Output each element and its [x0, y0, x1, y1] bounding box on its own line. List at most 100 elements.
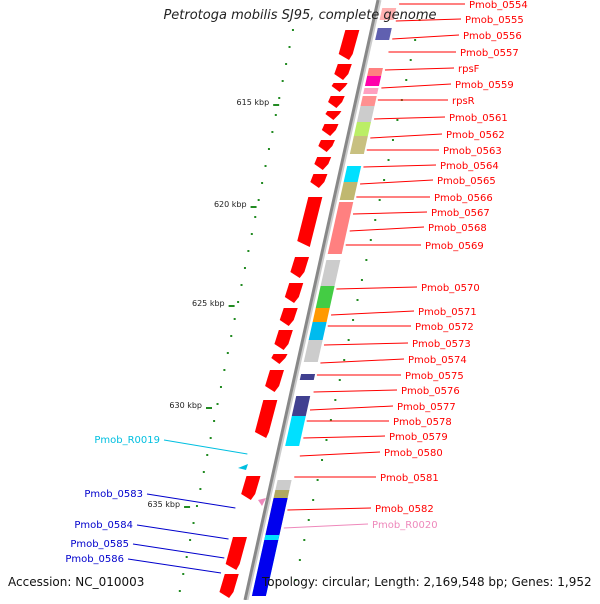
feature-box — [363, 88, 379, 94]
gene-label: Pmob_0559 — [455, 80, 514, 91]
cds-arrow — [241, 476, 261, 500]
feature-box — [299, 374, 316, 380]
feature-box — [356, 106, 375, 122]
gene-label: Pmob_0565 — [437, 176, 496, 187]
gene-label: Pmob_0566 — [434, 193, 493, 204]
gene-label: Pmob_0574 — [408, 355, 467, 366]
cds-arrow — [274, 330, 293, 350]
feature-box — [251, 540, 279, 596]
feature-box — [303, 340, 323, 362]
cds-arrow — [314, 157, 332, 170]
kbp-label: 625 kbp — [192, 299, 225, 308]
cds-arrow — [265, 370, 284, 392]
gene-label: Pmob_0555 — [465, 15, 524, 26]
leader-line — [374, 116, 446, 120]
leader-line — [163, 439, 248, 455]
feature-box — [315, 286, 335, 308]
cds-arrow — [328, 96, 345, 108]
feature-box — [308, 322, 327, 340]
leader-line — [352, 211, 428, 215]
gene-label: Pmob_0575 — [405, 371, 464, 382]
leader-line — [287, 507, 372, 511]
cds-arrow — [334, 64, 352, 80]
gene-label: Pmob_0580 — [384, 448, 443, 459]
cds-arrow — [284, 283, 304, 303]
gene-label: Pmob_0556 — [463, 31, 522, 42]
feature-box — [364, 76, 382, 86]
gene-label: Pmob_0578 — [393, 417, 452, 428]
kbp-label: 630 kbp — [169, 401, 202, 410]
cds-arrow — [310, 174, 328, 188]
leader-line — [132, 543, 225, 559]
accession-text: Accession: NC_010003 — [8, 575, 145, 589]
leader-line — [303, 435, 386, 439]
genome-axis — [243, 0, 380, 601]
feature-box — [343, 166, 362, 182]
gene-label: Pmob_0571 — [418, 307, 477, 318]
cds-arrow — [225, 537, 247, 570]
gene-label: Pmob_0567 — [431, 208, 490, 219]
gene-label: Pmob_0576 — [401, 386, 460, 397]
gene-label: Pmob_0586 — [65, 554, 124, 565]
gene-label: Pmob_0569 — [425, 241, 484, 252]
axis-shadow — [245, 0, 382, 601]
kbp-label: 620 kbp — [214, 200, 247, 209]
cds-arrow — [254, 400, 278, 438]
leader-line — [395, 18, 462, 22]
feature-box — [327, 202, 354, 254]
rrna-marker — [238, 464, 248, 470]
feature-box — [312, 308, 330, 322]
leader-line — [299, 451, 381, 457]
leader-line — [392, 34, 460, 40]
leader-line — [381, 83, 452, 89]
feature-box — [339, 182, 358, 200]
feature-box — [375, 28, 392, 40]
leader-line — [309, 405, 394, 411]
leader-line — [146, 493, 236, 509]
feature-box — [379, 8, 397, 20]
gene-label: Pmob_0573 — [412, 339, 471, 350]
leader-line — [323, 342, 409, 346]
gene-label: Pmob_R0019 — [94, 435, 160, 446]
cds-arrow — [331, 83, 348, 92]
cds-arrow — [290, 257, 310, 278]
gene-label: Pmob_0585 — [70, 539, 129, 550]
feature-box — [353, 122, 371, 136]
topology-text: Topology: circular; Length: 2,169,548 bp… — [262, 575, 592, 589]
feature-box — [349, 136, 368, 154]
cds-arrow — [271, 354, 288, 364]
cds-arrow — [318, 140, 335, 152]
feature-box — [367, 68, 383, 76]
gene-label: rpsF — [458, 64, 480, 75]
cds-arrow — [297, 197, 323, 247]
leader-line — [360, 179, 434, 185]
gene-label: Pmob_0564 — [440, 161, 499, 172]
gene-label: rpsR — [452, 96, 475, 107]
cds-arrow — [279, 308, 298, 326]
gene-label: Pmob_0570 — [421, 283, 480, 294]
gene-label: Pmob_0563 — [443, 146, 502, 157]
gene-label: Pmob_0583 — [84, 489, 143, 500]
leader-line — [384, 67, 455, 71]
leader-line — [313, 389, 398, 393]
gene-label: Pmob_0562 — [446, 130, 505, 141]
gene-label: Pmob_0568 — [428, 223, 487, 234]
gene-label: Pmob_0582 — [375, 504, 434, 515]
feature-box — [291, 396, 311, 416]
trna-marker — [258, 498, 266, 506]
gene-label: Pmob_0557 — [460, 48, 519, 59]
cds-arrow — [325, 111, 342, 120]
feature-box — [285, 416, 306, 446]
gene-label: Pmob_0572 — [415, 322, 474, 333]
gene-label: Pmob_0584 — [74, 520, 133, 531]
leader-line — [283, 523, 369, 529]
feature-box — [360, 96, 377, 106]
leader-line — [363, 164, 437, 168]
kbp-label: 615 kbp — [237, 98, 270, 107]
leader-line — [320, 358, 405, 364]
genome-title: Petrotoga mobilis SJ95, complete genome — [163, 8, 437, 23]
leader-line — [127, 558, 222, 574]
feature-box — [320, 260, 341, 286]
